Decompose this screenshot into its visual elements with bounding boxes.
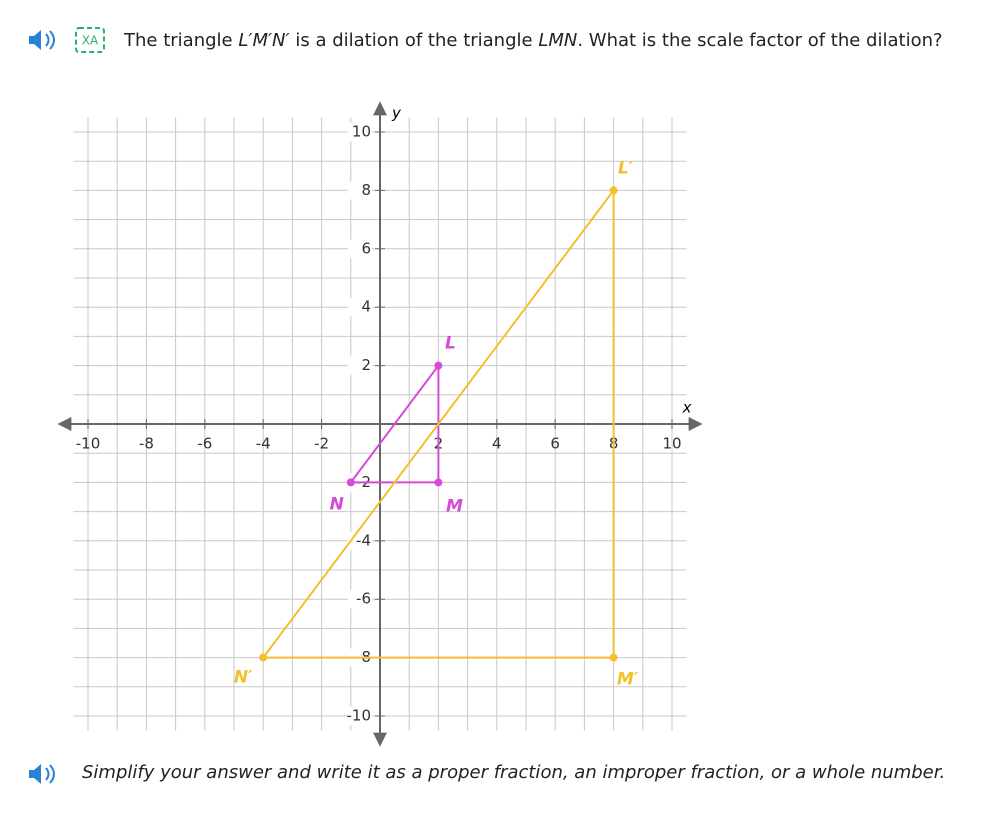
- vertex: [259, 653, 268, 662]
- label-bg: [348, 590, 372, 609]
- label-bg: [348, 356, 372, 375]
- vertex: [609, 186, 618, 195]
- label-bg: [348, 707, 372, 725]
- axis-arrow: [373, 101, 387, 116]
- x-tick-label: -6: [197, 435, 212, 453]
- vertex-label: N: [330, 494, 344, 514]
- question-text: . What is the scale factor of the dilati…: [577, 30, 943, 51]
- label-bg: [348, 298, 372, 317]
- vertex-label: N′: [234, 668, 253, 688]
- label-bg: [348, 123, 372, 141]
- x-tick-label: -8: [139, 435, 154, 453]
- y-tick-label: -10: [347, 707, 372, 725]
- y-axis-label: y: [391, 104, 402, 122]
- y-tick-label: 4: [361, 298, 371, 316]
- svg-text:XA: XA: [82, 34, 99, 48]
- axis-arrow: [688, 417, 703, 431]
- y-tick-label: 10: [352, 123, 371, 141]
- vertex: [434, 361, 443, 370]
- question-text: The triangle: [124, 30, 239, 51]
- y-tick-label: -6: [356, 590, 371, 608]
- coordinate-plane: x y -10 -8 -6 -4 -2 2 4 6 8 10-10-8-6-4-2246810LM…: [57, 101, 703, 747]
- vertex: [609, 653, 618, 662]
- label-bg: [348, 181, 372, 200]
- triangle: [261, 187, 615, 659]
- y-tick-label: 6: [361, 239, 371, 257]
- vertex-label: L′: [618, 158, 634, 178]
- axis-arrow: [373, 732, 387, 747]
- translate-icon[interactable]: XA: [74, 26, 108, 54]
- x-tick-label: -10: [76, 435, 101, 453]
- y-tick-label: -4: [356, 531, 371, 549]
- vertex: [346, 478, 355, 487]
- vertex-label: M′: [617, 670, 639, 690]
- x-tick-label: 6: [550, 435, 560, 453]
- speaker-icon[interactable]: [26, 762, 66, 786]
- question-text: is a dilation of the triangle: [289, 30, 539, 51]
- x-tick-label: -2: [314, 435, 329, 453]
- question-text: LMN: [538, 30, 578, 51]
- axis-arrow: [57, 417, 72, 431]
- vertex-label: M: [446, 496, 463, 516]
- y-tick-label: 8: [361, 181, 371, 199]
- label-bg: [348, 239, 372, 258]
- x-tick-label: 4: [492, 435, 502, 453]
- vertex: [434, 478, 443, 487]
- question-text: L′M′N′: [238, 30, 290, 51]
- x-axis-label: x: [682, 399, 692, 417]
- vertex-label: L: [445, 334, 456, 354]
- x-tick-label: -4: [256, 435, 271, 453]
- y-tick-label: 2: [361, 356, 371, 374]
- x-tick-label: 10: [662, 435, 681, 453]
- speaker-icon[interactable]: [26, 28, 66, 52]
- instruction: Simplify your answer and write it as a p…: [82, 762, 946, 783]
- question: The triangle L′M′N′ is a dilation of the…: [30, 24, 960, 58]
